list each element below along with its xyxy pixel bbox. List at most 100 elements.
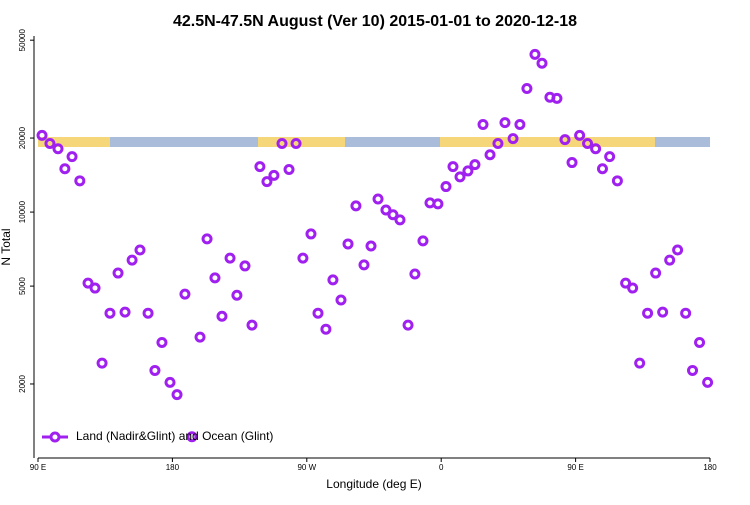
data-point [239, 260, 251, 272]
data-point [566, 157, 578, 169]
y-tick-label: 20000 [18, 126, 27, 149]
data-point [112, 267, 124, 279]
data-point [276, 138, 288, 150]
data-point [387, 209, 399, 221]
data-point [254, 161, 266, 173]
data-point [89, 282, 101, 294]
data-point [650, 267, 662, 279]
data-point [201, 233, 213, 245]
x-tick-label: 90 E [567, 463, 583, 472]
x-tick-label: 90 E [30, 463, 46, 472]
y-tick-label: 5000 [18, 277, 27, 295]
data-point [342, 238, 354, 250]
data-point [327, 274, 339, 286]
data-point [171, 389, 183, 401]
data-point [156, 336, 168, 348]
data-point [417, 235, 429, 247]
data-point [620, 277, 632, 289]
data-point [142, 307, 154, 319]
data-point [507, 133, 519, 145]
data-point [297, 252, 309, 264]
data-point [179, 288, 191, 300]
data-point [529, 48, 541, 60]
data-point [582, 138, 594, 150]
data-point [454, 171, 466, 183]
data-point [559, 134, 571, 146]
data-point [350, 200, 362, 212]
data-point [694, 336, 706, 348]
data-point [627, 282, 639, 294]
data-point [657, 306, 669, 318]
data-point [611, 175, 623, 187]
data-point [380, 204, 392, 216]
data-point [372, 193, 384, 205]
data-point [365, 240, 377, 252]
data-point [164, 376, 176, 388]
data-point [126, 254, 138, 266]
data-point [44, 138, 56, 150]
x-tick-label: 180 [703, 463, 717, 472]
y-tick-label: 50000 [18, 29, 27, 52]
data-point [469, 159, 481, 171]
data-point [642, 307, 654, 319]
data-point [36, 129, 48, 141]
data-point [74, 175, 86, 187]
data-point [462, 165, 474, 177]
data-point [335, 294, 347, 306]
data-point [536, 57, 548, 69]
data-point [477, 119, 489, 131]
data-point [59, 163, 71, 175]
data-point [409, 268, 421, 280]
data-point [194, 331, 206, 343]
data-point [432, 198, 444, 210]
data-point [604, 151, 616, 163]
data-point [104, 307, 116, 319]
data-point [402, 319, 414, 331]
data-point [224, 252, 236, 264]
legend-label: Land (Nadir&Glint) and Ocean (Glint) [76, 429, 273, 443]
data-point [209, 272, 221, 284]
y-tick-label: 10000 [18, 200, 27, 223]
data-point [590, 143, 602, 155]
data-point [551, 92, 563, 104]
data-point [358, 259, 370, 271]
data-point [680, 307, 692, 319]
data-point [394, 214, 406, 226]
data-point [268, 169, 280, 181]
data-point [440, 181, 452, 193]
y-axis-label: N Total [0, 228, 13, 265]
data-point [261, 176, 273, 188]
data-point [96, 357, 108, 369]
data-point [149, 364, 161, 376]
data-point [672, 244, 684, 256]
chart-title: 42.5N-47.5N August (Ver 10) 2015-01-01 t… [173, 13, 577, 30]
x-tick-label: 180 [166, 463, 180, 472]
data-point [596, 163, 608, 175]
data-point [484, 149, 496, 161]
data-point [186, 431, 198, 443]
y-tick-label: 2000 [18, 375, 27, 393]
data-point [492, 138, 504, 150]
data-point [290, 138, 302, 150]
data-point [521, 83, 533, 95]
data-point [447, 161, 459, 173]
data-point [52, 143, 64, 155]
data-point [246, 319, 258, 331]
data-point [216, 310, 228, 322]
data-point [66, 151, 78, 163]
x-axis-label: Longitude (deg E) [326, 477, 421, 491]
data-point [499, 117, 511, 129]
data-point [134, 244, 146, 256]
data-point [514, 119, 526, 131]
data-point [305, 228, 317, 240]
data-point [702, 376, 714, 388]
data-point [664, 254, 676, 266]
legend-marker [49, 431, 61, 443]
data-point [119, 306, 131, 318]
x-tick-label: 0 [439, 463, 444, 472]
data-point [574, 129, 586, 141]
data-point [312, 307, 324, 319]
data-point [634, 357, 646, 369]
data-point [82, 277, 94, 289]
